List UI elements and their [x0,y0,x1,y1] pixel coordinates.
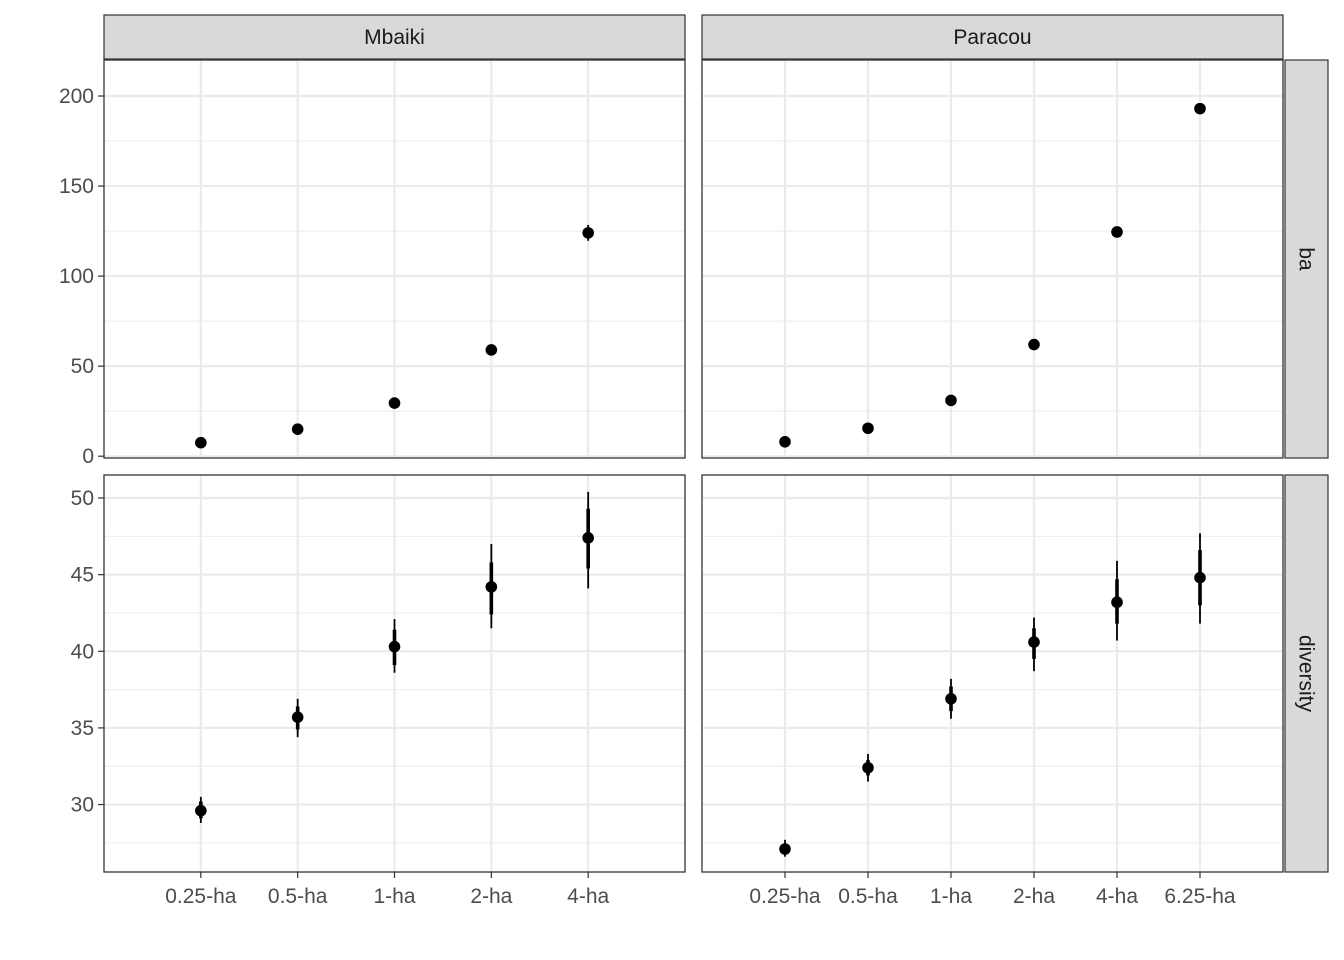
data-point-4-ha [582,227,594,239]
facet-label-paracou: Paracou [953,26,1031,49]
facet-strip-paracou [701,14,1284,60]
facet-label-ba: ba [1295,247,1318,271]
facet-label-diversity: diversity [1295,635,1318,713]
data-point-0.5-ha [862,422,874,435]
x-tick-label: 0.25-ha [165,885,237,908]
facet-strip-ba [1284,59,1329,459]
x-tick-label: 1-ha [930,885,972,908]
data-point-0.5-ha [862,761,874,774]
y-tick-label: 50 [71,355,94,378]
y-tick-label: 100 [59,265,94,288]
x-tick-label: 1-ha [373,885,415,908]
x-tick-label: 2-ha [1013,885,1055,908]
data-point-2-ha [1028,636,1040,648]
panel-border-paracou-ba [701,59,1284,459]
facet-strip-mbaiki [103,14,686,60]
data-point-2-ha [485,581,498,593]
data-point-0.25-ha [195,804,207,817]
data-point-6.25-ha [1194,571,1206,584]
y-tick-label: 50 [71,487,94,510]
x-tick-label: 0.5-ha [838,885,898,908]
y-tick-label: 0 [82,445,94,468]
data-point-4-ha [1111,226,1123,238]
data-point-4-ha [582,532,594,544]
y-tick-label: 30 [71,794,94,817]
panel-border-mbaiki-ba [103,59,686,459]
data-point-0.25-ha [195,436,207,449]
y-tick-label: 150 [59,175,94,198]
data-point-4-ha [1111,596,1123,609]
panel-bg-paracou-ba [702,60,1283,458]
data-point-1-ha [945,692,957,705]
data-point-1-ha [388,397,401,409]
panel-bg-paracou-diversity [702,475,1283,872]
data-point-0.25-ha [779,435,791,448]
data-point-1-ha [945,394,957,407]
data-point-1-ha [388,640,401,653]
data-point-2-ha [485,344,498,356]
panel-border-paracou-diversity [701,474,1284,873]
x-tick-label: 0.25-ha [749,885,821,908]
facet-strip-diversity [1284,474,1329,873]
data-point-0.5-ha [291,711,304,723]
x-tick-label: 0.5-ha [268,885,328,908]
data-point-0.5-ha [291,423,304,435]
data-point-2-ha [1028,338,1040,351]
data-point-6.25-ha [1194,102,1206,115]
y-tick-label: 35 [71,717,94,740]
x-tick-label: 2-ha [470,885,512,908]
y-tick-label: 200 [59,85,94,108]
facet-label-mbaiki: Mbaiki [364,26,425,49]
y-tick-label: 45 [71,564,94,587]
x-tick-label: 6.25-ha [1164,885,1236,908]
y-tick-label: 40 [71,640,94,663]
x-tick-label: 4-ha [1096,885,1138,908]
data-point-0.25-ha [779,843,791,855]
x-tick-label: 4-ha [567,885,609,908]
